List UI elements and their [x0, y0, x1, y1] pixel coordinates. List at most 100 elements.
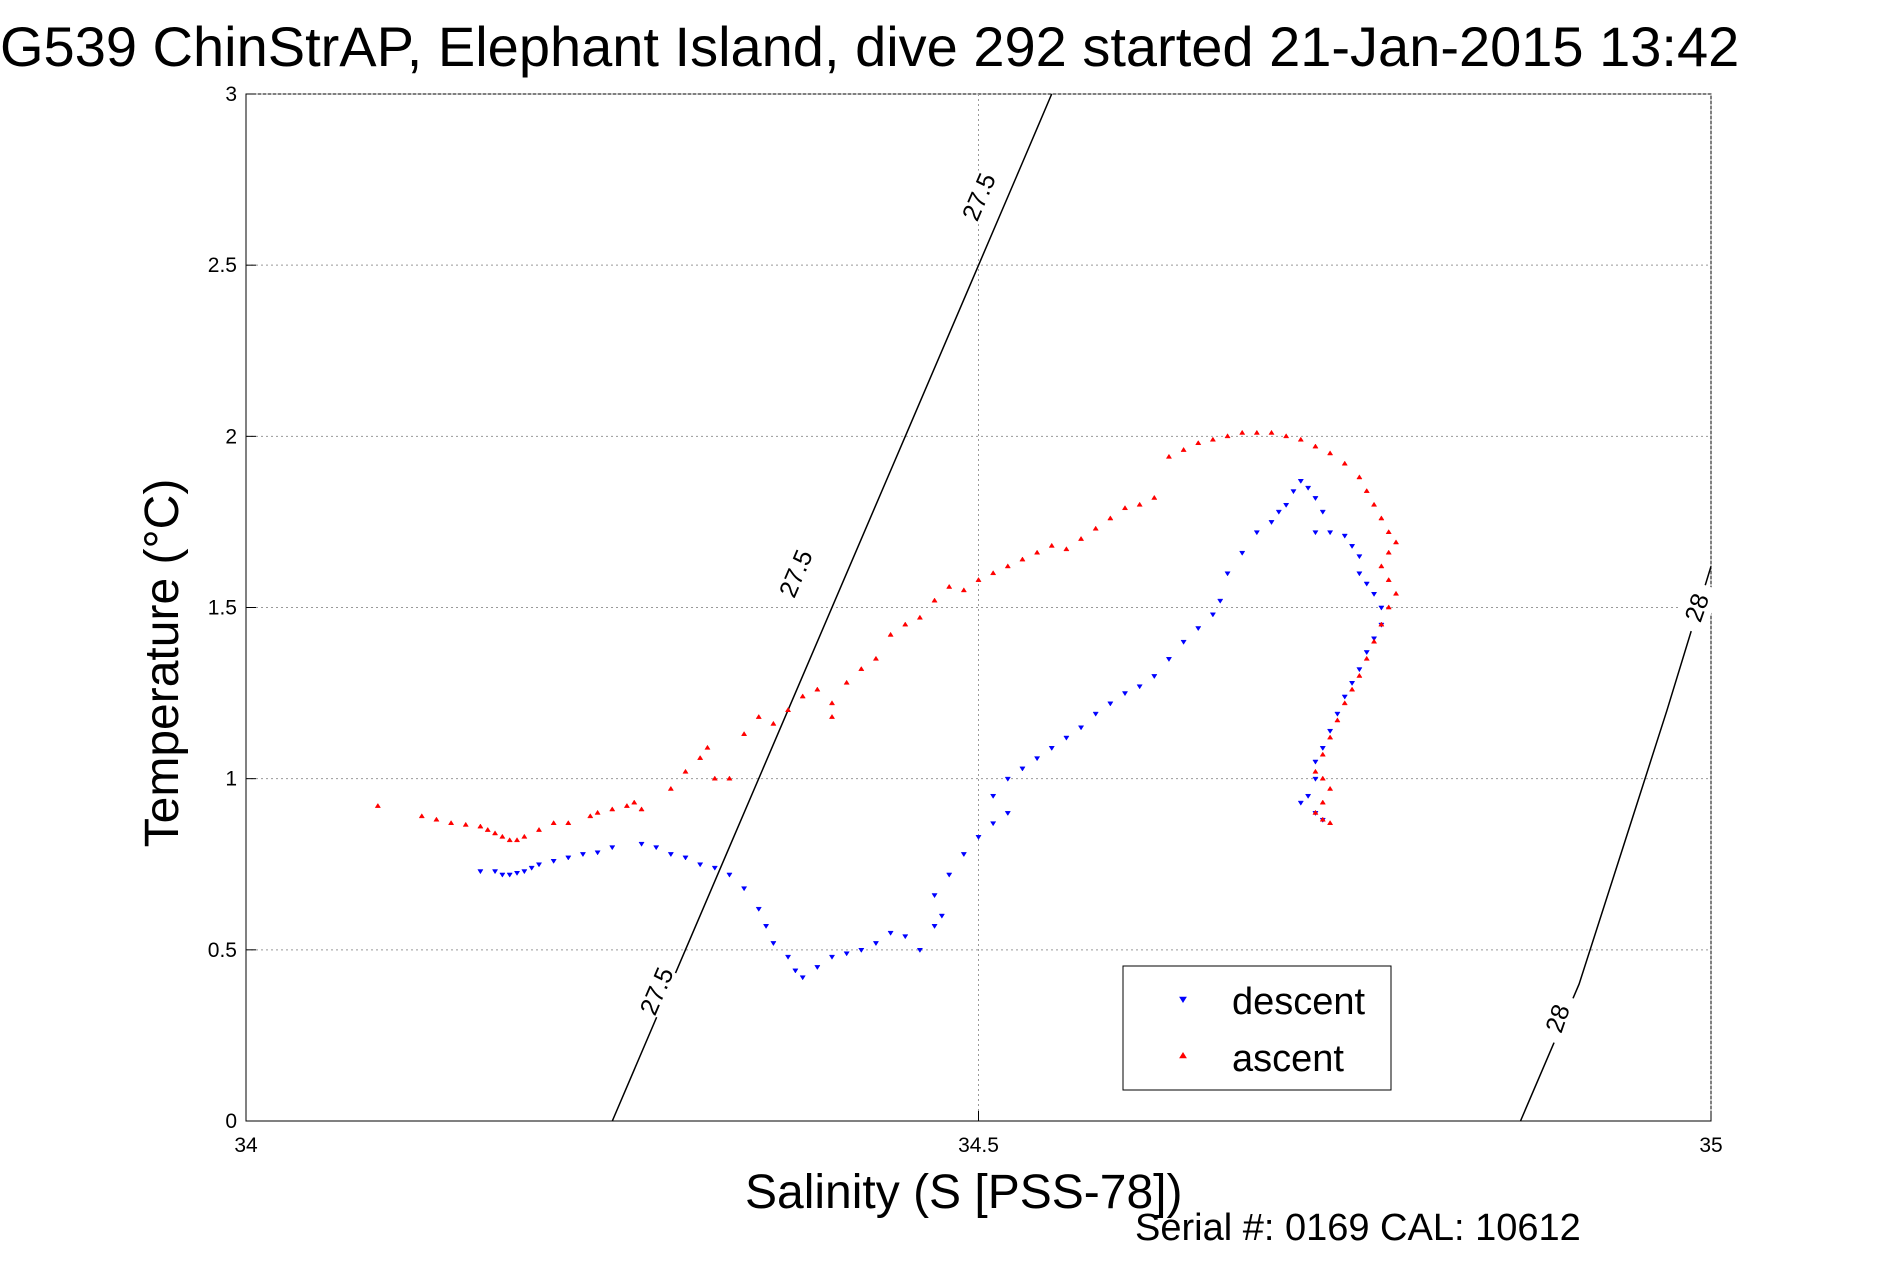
- descent-point: [843, 951, 850, 957]
- descent-point: [1195, 626, 1202, 632]
- descent-point: [653, 845, 660, 851]
- isopycnal-label-bg: [632, 962, 681, 1020]
- ascent-point: [1349, 686, 1356, 692]
- ascent-point: [1195, 440, 1202, 445]
- ascent-point: [704, 744, 711, 750]
- ascent-point: [521, 833, 528, 839]
- ascent-point: [609, 806, 616, 812]
- ascent-point: [1312, 768, 1319, 774]
- ascent-point: [1107, 515, 1114, 521]
- descent-point: [1209, 612, 1216, 618]
- descent-point: [1092, 711, 1099, 717]
- ascent-point: [887, 631, 894, 637]
- ascent-point: [1165, 453, 1173, 459]
- descent-point: [528, 865, 535, 871]
- descent-point: [579, 852, 587, 858]
- y-tick-label: 0: [225, 1110, 237, 1133]
- ascent-point: [1319, 816, 1326, 822]
- descent-point: [1004, 776, 1011, 782]
- ascent-point: [711, 775, 718, 781]
- isopycnal-line: [611, 93, 1053, 1122]
- y-tick-label: 1: [225, 768, 237, 791]
- ascent-point: [828, 713, 836, 719]
- y-tick-label: 0.5: [208, 939, 237, 962]
- descent-point: [1319, 509, 1326, 515]
- legend: descent ascent: [1122, 965, 1392, 1091]
- ascent-point: [638, 806, 645, 812]
- descent-point: [931, 893, 938, 899]
- descent-point: [499, 872, 506, 878]
- descent-point: [990, 821, 997, 827]
- ascent-point: [741, 731, 748, 736]
- descent-point: [1356, 571, 1363, 577]
- descent-point: [1305, 793, 1312, 799]
- descent-point: [1319, 746, 1326, 751]
- ascent-point: [491, 830, 499, 836]
- descent-point: [1349, 544, 1356, 549]
- ascent-point: [726, 775, 733, 781]
- descent-point: [1275, 509, 1282, 515]
- descent-point: [1356, 667, 1363, 673]
- descent-point: [1312, 530, 1319, 536]
- legend-box: [1122, 965, 1392, 1091]
- descent-point: [1239, 550, 1246, 556]
- descent-point: [828, 954, 836, 960]
- descent-point: [931, 924, 938, 929]
- descent-point: [763, 924, 770, 929]
- ascent-point: [448, 820, 455, 825]
- legend-marker-descent: [1179, 996, 1187, 1003]
- descent-point: [1224, 571, 1231, 577]
- ascent-point: [1378, 621, 1385, 627]
- ascent-point: [1034, 549, 1041, 555]
- descent-point: [1268, 520, 1275, 525]
- descent-point: [697, 862, 704, 868]
- ascent-point: [1385, 529, 1392, 534]
- ascent-point: [931, 597, 938, 603]
- descent-point: [535, 862, 543, 868]
- ascent-point: [631, 799, 638, 805]
- ascent-point: [1319, 751, 1326, 757]
- isopycnal-label-bg: [954, 168, 1003, 226]
- ascent-point: [513, 837, 521, 843]
- descent-point: [814, 965, 821, 971]
- descent-point: [1349, 681, 1356, 686]
- ascent-point: [1385, 549, 1392, 555]
- descent-point: [491, 869, 499, 875]
- ascent-point: [770, 720, 777, 726]
- ascent-point: [484, 826, 491, 832]
- descent-point: [521, 869, 528, 875]
- ascent-point: [1019, 556, 1026, 562]
- descent-point: [799, 975, 806, 981]
- ascent-point: [1063, 546, 1070, 552]
- series-descent: [477, 479, 1385, 981]
- ascent-point: [799, 693, 806, 699]
- isopycnal-label-bg: [771, 544, 820, 602]
- ascent-point: [1370, 501, 1378, 507]
- legend-label-descent: descent: [1232, 981, 1366, 1023]
- ascent-point: [1004, 563, 1011, 569]
- descent-point: [638, 841, 645, 847]
- descent-point: [1165, 657, 1173, 662]
- y-axis-label: Temperature (°C): [136, 479, 189, 848]
- descent-point: [711, 865, 718, 871]
- ascent-point: [1224, 433, 1231, 439]
- ascent-point: [1356, 672, 1363, 678]
- descent-point: [609, 845, 616, 851]
- series-ascent: [374, 429, 1400, 843]
- ascent-point: [1327, 785, 1334, 791]
- ascent-point: [1048, 542, 1055, 548]
- ascent-point: [623, 802, 630, 808]
- descent-point: [1034, 756, 1041, 762]
- descent-point: [916, 948, 923, 953]
- ascent-point: [499, 833, 506, 839]
- ascent-point: [975, 577, 982, 582]
- descent-point: [1048, 746, 1055, 751]
- ascent-point: [1378, 563, 1385, 569]
- descent-point: [770, 941, 777, 947]
- descent-point: [1004, 811, 1011, 816]
- ascent-point: [1370, 638, 1378, 644]
- descent-point: [1297, 479, 1304, 484]
- ascent-point: [1312, 443, 1319, 449]
- descent-point: [1312, 776, 1319, 782]
- ascent-point: [1378, 515, 1385, 521]
